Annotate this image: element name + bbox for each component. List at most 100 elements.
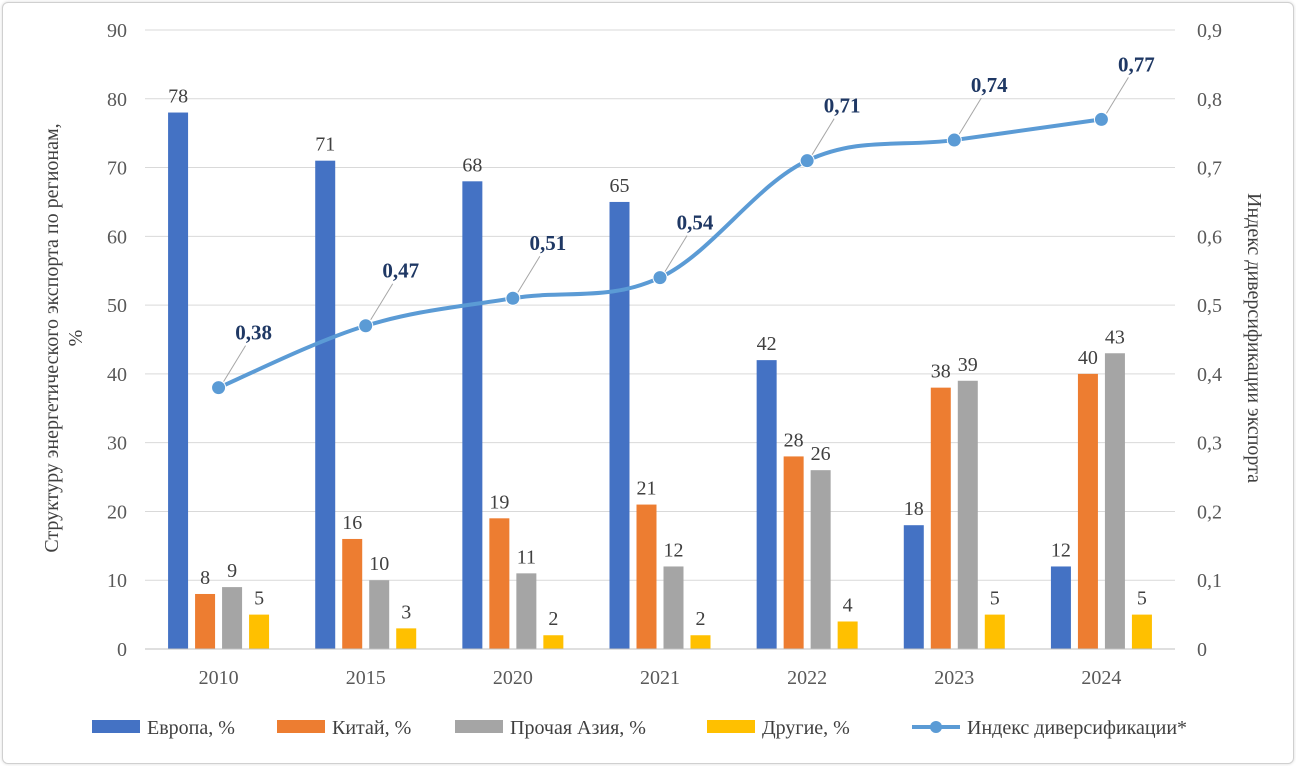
leader-line xyxy=(370,283,394,321)
bar xyxy=(195,593,216,649)
bar-data-label: 2 xyxy=(696,608,706,630)
y-tick-label: 40 xyxy=(107,364,127,386)
legend-swatch xyxy=(707,720,755,733)
bar-data-label: 4 xyxy=(843,594,853,616)
bar xyxy=(342,538,363,649)
legend-label: Прочая Азия, % xyxy=(510,717,646,739)
bar-data-label: 12 xyxy=(1051,539,1071,561)
line-data-label: 0,38 xyxy=(235,321,272,345)
bar xyxy=(396,628,417,649)
bar-data-label: 3 xyxy=(401,601,411,623)
bar xyxy=(783,456,804,649)
y-tick-label: 90 xyxy=(107,20,127,42)
leader-line xyxy=(1106,77,1129,114)
x-tick-label: 2010 xyxy=(199,667,239,689)
bar-data-label: 42 xyxy=(757,333,777,355)
y2-tick-label: 0,1 xyxy=(1197,570,1222,592)
bar-data-label: 5 xyxy=(990,588,1000,610)
bar xyxy=(516,573,537,649)
leader-line xyxy=(664,235,688,272)
bar xyxy=(984,614,1005,649)
line-point xyxy=(211,380,227,396)
line-data-label: 0,77 xyxy=(1118,52,1155,76)
legend-label: Индекс диверсификации* xyxy=(967,717,1187,739)
y2-tick-label: 0,6 xyxy=(1197,226,1222,248)
line-point xyxy=(946,132,962,148)
bar xyxy=(810,470,831,649)
line-data-label: 0,54 xyxy=(677,211,714,235)
line-data-label: 0,51 xyxy=(529,231,566,255)
bar-data-label: 68 xyxy=(462,154,482,176)
bar-data-label: 5 xyxy=(1137,588,1147,610)
bar xyxy=(168,112,189,650)
bar-data-label: 21 xyxy=(637,478,657,500)
bar-data-label: 2 xyxy=(548,608,558,630)
bar-data-label: 71 xyxy=(315,134,335,156)
y-axis-title-line1: Структуру энергетического экспорта по ре… xyxy=(41,123,63,552)
bar-data-label: 38 xyxy=(931,361,951,383)
bar xyxy=(837,621,858,649)
bar-data-label: 28 xyxy=(784,429,804,451)
bar-data-label: 39 xyxy=(958,354,978,376)
y-tick-label: 70 xyxy=(107,158,127,180)
y2-tick-label: 0 xyxy=(1197,639,1207,661)
x-tick-label: 2020 xyxy=(493,667,533,689)
x-tick-label: 2015 xyxy=(346,667,386,689)
x-tick-label: 2022 xyxy=(787,667,827,689)
line-series-path xyxy=(217,117,1102,390)
bar xyxy=(1077,373,1098,649)
gridlines xyxy=(145,29,1175,581)
bar-data-label: 5 xyxy=(254,588,264,610)
y-axis-title-line2: % xyxy=(65,330,87,347)
legend-label: Китай, % xyxy=(332,717,411,739)
legend-marker xyxy=(930,721,942,733)
y-tick-label: 10 xyxy=(107,570,127,592)
bar-data-label: 26 xyxy=(811,443,831,465)
diversification-line: 0,38 0,47 0,51 0,54 0,71 0,74 0,77 xyxy=(211,52,1155,396)
bar-data-label: 18 xyxy=(904,498,924,520)
y2-tick-label: 0,8 xyxy=(1197,89,1222,111)
axes: 0 10 20 30 40 50 60 70 80 90 0 0,1 0,2 0,3 0,4 0,5 0,6 0,… xyxy=(107,20,1222,689)
bar xyxy=(249,614,270,649)
y-tick-label: 0 xyxy=(117,639,127,661)
bar xyxy=(609,201,630,649)
line-point xyxy=(505,290,521,306)
bar-data-label: 65 xyxy=(610,175,630,197)
y-tick-label: 60 xyxy=(107,226,127,248)
line-data-label: 0,47 xyxy=(382,259,419,283)
legend-swatch xyxy=(277,720,325,733)
bar xyxy=(1050,566,1071,649)
bar xyxy=(690,635,711,649)
bar-data-label: 8 xyxy=(200,567,210,589)
x-tick-label: 2024 xyxy=(1081,667,1121,689)
leader-line xyxy=(517,255,541,293)
bar-data-label: 12 xyxy=(664,539,684,561)
bar xyxy=(1104,353,1125,649)
legend: Европа, % Китай, % Прочая Азия, % Другие, %… xyxy=(92,717,1187,739)
x-tick-label: 2023 xyxy=(934,667,974,689)
bar xyxy=(543,635,564,649)
y-tick-label: 20 xyxy=(107,501,127,523)
y2-tick-label: 0,7 xyxy=(1197,158,1222,180)
bar xyxy=(369,580,390,649)
y2-axis-title: Индекс диверсификации экспорта xyxy=(1243,193,1265,483)
bar-data-label: 78 xyxy=(168,86,188,108)
y2-tick-label: 0,3 xyxy=(1197,433,1222,455)
bar-data-label: 11 xyxy=(517,546,536,568)
bar xyxy=(663,566,684,649)
bar-data-label: 19 xyxy=(489,491,509,513)
leader-line xyxy=(811,118,835,155)
x-tick-label: 2021 xyxy=(640,667,680,689)
y2-tick-label: 0,2 xyxy=(1197,501,1222,523)
y-tick-label: 30 xyxy=(107,433,127,455)
bar xyxy=(462,181,483,650)
bar xyxy=(756,360,777,649)
y-tick-label: 80 xyxy=(107,89,127,111)
y-tick-label: 50 xyxy=(107,295,127,317)
line-point xyxy=(1093,111,1109,127)
legend-label: Европа, % xyxy=(147,717,235,739)
legend-swatch xyxy=(92,720,140,733)
line-data-label: 0,71 xyxy=(824,94,861,118)
line-data-label: 0,74 xyxy=(971,73,1008,97)
